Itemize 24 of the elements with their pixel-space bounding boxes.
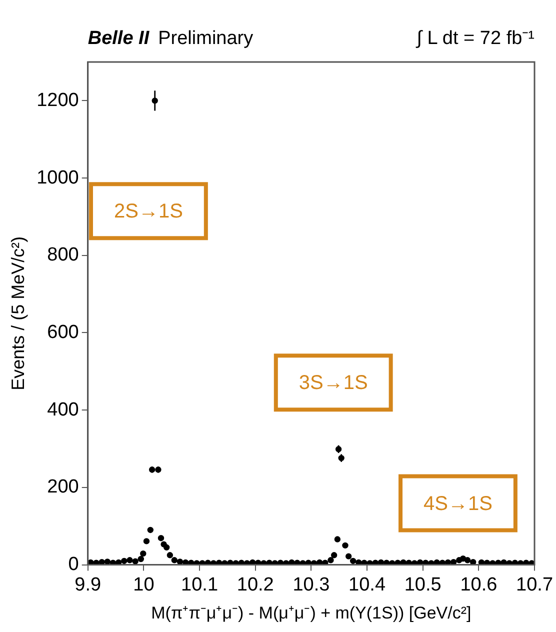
- y-tick-label: 0: [68, 554, 79, 576]
- x-tick-label: 10.6: [460, 574, 498, 596]
- x-tick-label: 9.9: [74, 574, 102, 596]
- annotation: 2S→1S: [114, 200, 183, 223]
- y-tick-label: 600: [47, 322, 79, 343]
- y-tick-label: 800: [47, 244, 79, 266]
- x-tick-label: 10.1: [181, 574, 218, 596]
- x-tick-label: 10.4: [348, 574, 386, 596]
- text: ∫ L dt = 72 fb⁻¹: [416, 28, 535, 49]
- x-tick-label: 10.5: [404, 574, 442, 596]
- x-tick-label: 10: [133, 574, 154, 596]
- chart-title: Belle II: [88, 28, 150, 49]
- x-axis-title: M(π⁺π⁻μ⁺μ⁻) - M(μ⁺μ⁻) + m(Υ(1S)) [GeV/c²]: [151, 603, 472, 622]
- y-tick-label: 1000: [36, 167, 79, 188]
- annotation: 3S→1S: [298, 372, 368, 394]
- x-tick-label: 10.3: [292, 574, 330, 596]
- x-tick-label: 10.2: [236, 574, 274, 596]
- y-tick-label: 200: [47, 476, 79, 498]
- y-axis-title: Events / (5 MeV/c²): [8, 236, 28, 390]
- x-tick-label: 10.7: [516, 574, 553, 596]
- chart-subtitle: Preliminary: [158, 28, 254, 49]
- y-tick-label: 1200: [36, 90, 79, 111]
- annotation: 4S→1S: [424, 492, 492, 515]
- y-tick-label: 400: [47, 399, 79, 420]
